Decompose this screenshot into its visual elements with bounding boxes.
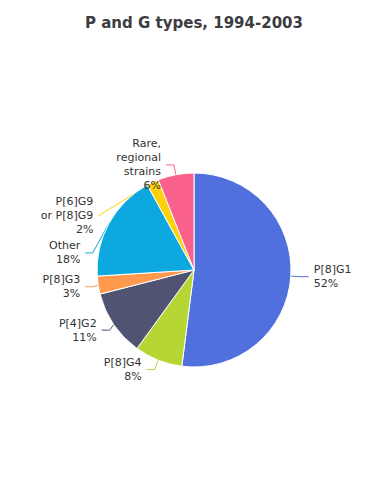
svg-text:Rare,: Rare,: [132, 137, 161, 150]
svg-text:P[4]G2: P[4]G2: [59, 317, 97, 330]
svg-text:2%: 2%: [76, 223, 93, 236]
svg-text:6%: 6%: [143, 179, 160, 192]
svg-text:regional: regional: [116, 151, 161, 164]
svg-text:P[8]G3: P[8]G3: [43, 273, 81, 286]
svg-text:P and G types, 1994-2003: P and G types, 1994-2003: [85, 14, 303, 32]
svg-text:52%: 52%: [314, 277, 338, 290]
svg-text:P[8]G1: P[8]G1: [314, 263, 352, 276]
svg-text:P[6]G9: P[6]G9: [56, 195, 94, 208]
svg-text:8%: 8%: [124, 370, 141, 383]
svg-text:P[8]G4: P[8]G4: [104, 356, 142, 369]
svg-text:11%: 11%: [72, 331, 96, 344]
svg-text:3%: 3%: [63, 287, 80, 300]
svg-text:or P[8]G9: or P[8]G9: [41, 209, 94, 222]
svg-text:Other: Other: [49, 239, 81, 252]
svg-text:strains: strains: [124, 165, 161, 178]
svg-text:18%: 18%: [56, 253, 80, 266]
